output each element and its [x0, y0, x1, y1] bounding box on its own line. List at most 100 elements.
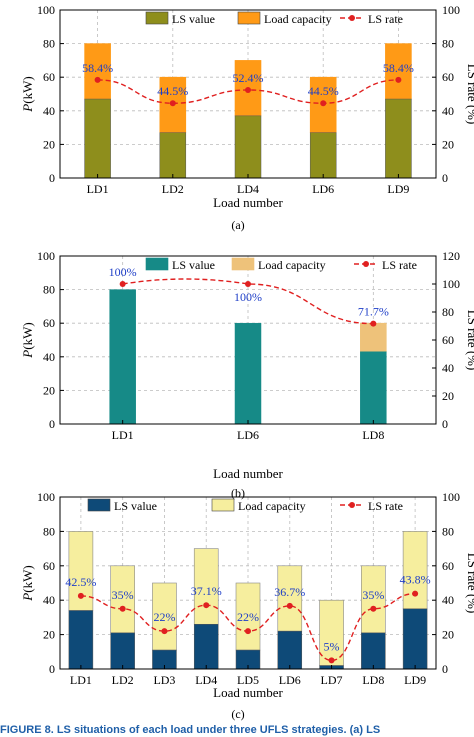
tick-label-x-LD9: LD9 — [404, 673, 426, 687]
legend: LS value Load capacity LS rate — [87, 498, 403, 513]
legend-marker-ls-rate — [363, 261, 369, 267]
tick-label-right: 80 — [442, 37, 454, 51]
bar-ls-value-LD6 — [309, 132, 337, 179]
tick-label-right: 100 — [442, 277, 460, 291]
ls-rate-point-LD4 — [203, 602, 210, 609]
tick-label-right: 20 — [442, 389, 454, 403]
bar-ls-value-LD8 — [360, 351, 387, 425]
tick-label-x-LD2: LD2 — [112, 673, 134, 687]
tick-label-x-LD6: LD6 — [279, 673, 301, 687]
ls-rate-point-LD8 — [370, 320, 377, 327]
figure-caption: FIGURE 8. LS situations of each load und… — [0, 725, 474, 737]
legend-swatch-load-capacity — [211, 498, 235, 512]
tick-label-right: 60 — [442, 333, 454, 347]
tick-label-right: 40 — [442, 104, 454, 118]
tick-label-left: 40 — [43, 104, 55, 118]
bar-ls-value-LD6 — [277, 630, 303, 670]
legend-label-load-capacity: Load capacity — [238, 499, 306, 513]
ls-rate-label-LD3: 22% — [153, 610, 175, 624]
legend-label-load-capacity: Load capacity — [264, 12, 332, 26]
ls-rate-label-LD6: 44.5% — [308, 84, 339, 98]
x-axis-title: Load number — [213, 685, 283, 700]
tick-label-x-LD6: LD6 — [312, 182, 334, 196]
tick-label-right: 20 — [442, 628, 454, 642]
tick-label-left: 100 — [37, 490, 55, 504]
legend-marker-ls-rate — [349, 15, 355, 21]
chart-panel-2: 100% 100% 71.7% 0 20 40 60 80 100 0 20 40 60 80 100 120… — [20, 249, 474, 500]
legend-label-ls-value: LS value — [172, 258, 215, 272]
legend: LS value Load capacity LS rate — [145, 257, 417, 272]
ls-rate-label-LD7: 5% — [324, 639, 340, 653]
ls-rate-label-LD1: 42.5% — [65, 575, 96, 589]
bar-ls-value-LD1 — [109, 289, 136, 425]
legend-label-ls-rate: LS rate — [368, 499, 403, 513]
ls-rate-label-LD4: 37.1% — [191, 584, 222, 598]
legend-label-ls-rate: LS rate — [382, 258, 417, 272]
tick-label-left: 100 — [37, 3, 55, 17]
ls-rate-point-LD2 — [119, 605, 126, 612]
legend-swatch-ls-value — [145, 257, 169, 271]
ls-rate-label-LD8: 35% — [362, 588, 384, 602]
bar-ls-value-LD8 — [361, 632, 386, 670]
panel-label: (c) — [231, 707, 244, 721]
ls-rate-point-LD5 — [245, 628, 251, 635]
ls-rate-label-LD9: 58.4% — [383, 61, 414, 75]
legend-swatch-ls-value — [87, 498, 111, 512]
tick-label-x-LD1: LD1 — [70, 673, 92, 687]
legend-swatch-load-capacity — [237, 11, 261, 25]
ls-rate-label-LD1: 100% — [109, 265, 137, 279]
bar-load-capacity-LD4 — [193, 548, 219, 625]
y-axis-title-right: LS rate (%) — [465, 553, 474, 614]
tick-label-right: 40 — [442, 361, 454, 375]
bar-ls-value-LD2 — [110, 632, 135, 670]
tick-label-right: 40 — [442, 593, 454, 607]
tick-label-left: 20 — [43, 137, 55, 151]
tick-label-left: 0 — [49, 417, 55, 431]
chart-panel-1: 58.4% 44.5% 52.4% 44.5% 58.4% 0 20 40 60 80 100 0 20… — [20, 3, 474, 232]
legend: LS value Load capacity LS rate — [145, 11, 403, 26]
bar-load-capacity-LD6 — [277, 565, 303, 632]
tick-label-right: 60 — [442, 70, 454, 84]
tick-label-left: 60 — [43, 316, 55, 330]
tick-label-right: 80 — [442, 305, 454, 319]
bar-load-capacity-LD5 — [235, 582, 261, 651]
ls-rate-point-LD7 — [328, 657, 335, 664]
tick-label-x-LD3: LD3 — [153, 673, 175, 687]
tick-label-right: 100 — [442, 490, 460, 504]
ls-rate-point-LD6 — [286, 602, 293, 609]
legend-marker-ls-rate — [349, 502, 355, 508]
bar-load-capacity-LD8 — [360, 322, 387, 353]
bar-load-capacity-LD3 — [152, 582, 177, 651]
tick-label-x-LD8: LD8 — [362, 673, 384, 687]
bar-load-capacity-LD7 — [319, 599, 344, 666]
ls-rate-point-LD9 — [412, 590, 419, 597]
ls-rate-label-LD5: 22% — [237, 610, 259, 624]
tick-label-right: 80 — [442, 524, 454, 538]
tick-label-right: 60 — [442, 559, 454, 573]
tick-label-x-LD4: LD4 — [237, 182, 259, 196]
bar-ls-value-LD1 — [84, 98, 111, 179]
bar-ls-value-LD2 — [159, 132, 187, 179]
ls-rate-point-LD4 — [245, 86, 251, 93]
chart-panel-3: 42.5% 35% 22% 37.1% 22% 36.7% 5% 35% 43.8% 0 20 40 6… — [20, 490, 474, 721]
bar-ls-value-LD4 — [193, 624, 219, 670]
bar-load-capacity-LD9 — [385, 43, 412, 100]
tick-label-left: 40 — [43, 593, 55, 607]
figure-caption-text: FIGURE 8. LS situations of each load und… — [0, 725, 381, 736]
tick-label-x-LD6: LD6 — [237, 428, 259, 442]
tick-label-right: 100 — [442, 3, 460, 17]
tick-label-x-LD8: LD8 — [362, 428, 384, 442]
ls-rate-line — [122, 278, 374, 325]
ls-rate-point-LD3 — [161, 628, 168, 635]
legend-label-ls-value: LS value — [172, 12, 215, 26]
panel-label: (b) — [231, 486, 245, 500]
ls-rate-point-LD6 — [245, 281, 251, 287]
tick-label-left: 80 — [43, 283, 55, 297]
tick-label-x-LD4: LD4 — [195, 673, 217, 687]
ls-rate-label-LD6: 100% — [234, 290, 262, 304]
tick-label-left: 0 — [49, 171, 55, 185]
panel-label: (a) — [231, 218, 244, 232]
ls-rate-point-LD2 — [169, 100, 176, 107]
ls-rate-point-LD1 — [77, 592, 84, 599]
